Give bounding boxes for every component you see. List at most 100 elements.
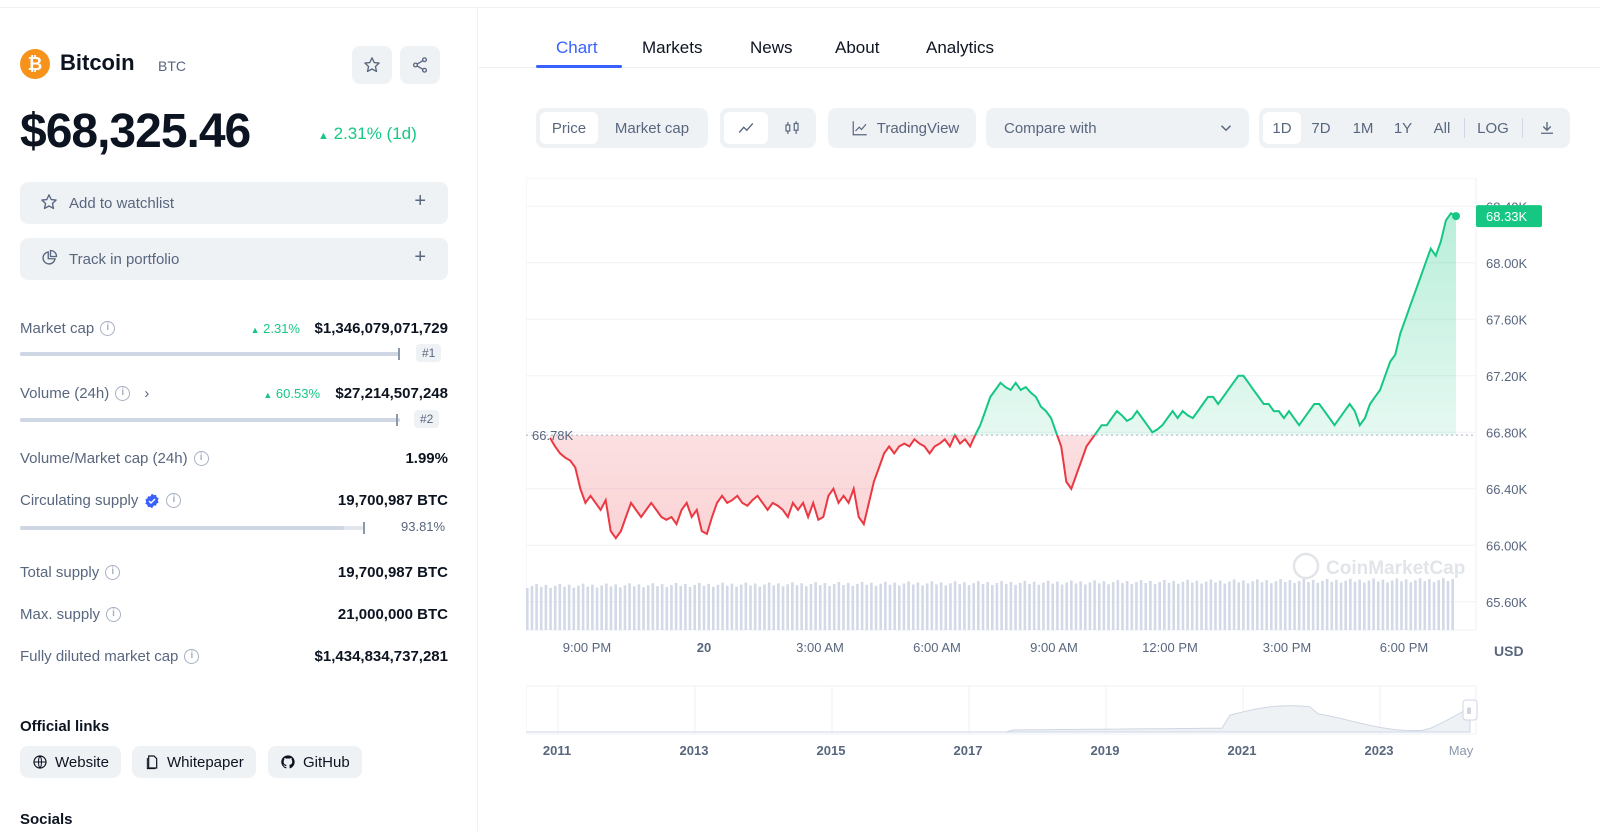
volume-bar xyxy=(605,583,608,630)
track-in-portfolio-button[interactable]: Track in portfolio + xyxy=(20,238,448,280)
volume-bar xyxy=(758,586,762,630)
info-icon[interactable]: i xyxy=(115,386,131,401)
volume-bar xyxy=(1344,580,1347,630)
add-to-watchlist-button[interactable]: Add to watchlist + xyxy=(20,182,448,224)
github-link[interactable]: GitHub xyxy=(268,746,362,778)
volume-bar xyxy=(586,586,590,630)
volume-bar xyxy=(977,581,980,630)
volume-bar xyxy=(1200,583,1203,630)
volume-bar xyxy=(549,587,552,630)
volume-bar xyxy=(1363,582,1366,630)
volume-bar xyxy=(1153,583,1157,630)
info-icon[interactable]: i xyxy=(193,451,209,466)
line-chart-button[interactable] xyxy=(724,112,768,144)
info-icon[interactable]: i xyxy=(105,565,121,580)
volume-bar xyxy=(1093,580,1096,630)
download-button[interactable] xyxy=(1529,112,1565,144)
volume-bar xyxy=(660,584,664,630)
up-triangle-icon: ▲ xyxy=(250,325,260,335)
x-tick-label: 6:00 PM xyxy=(1380,640,1428,655)
volume-bar xyxy=(1325,578,1329,630)
price-chart[interactable]: CoinMarketCap 66.78K 65.60K 66.00K 66.40K 6… xyxy=(525,177,1600,768)
navigator-year-label: 2013 xyxy=(680,743,709,758)
range-1m[interactable]: 1M xyxy=(1352,119,1374,137)
info-icon[interactable]: i xyxy=(100,321,116,336)
range-7d[interactable]: 7D xyxy=(1311,119,1331,137)
current-price-label: 68.33K xyxy=(1486,209,1528,224)
chart-watermark: CoinMarketCap xyxy=(1292,552,1465,580)
chevron-right-icon[interactable]: › xyxy=(144,385,150,402)
price-chart-svg[interactable]: CoinMarketCap 66.78K 65.60K66.00K66.40K6… xyxy=(525,177,1600,768)
range-1y[interactable]: 1Y xyxy=(1393,119,1413,137)
favorite-star-button[interactable] xyxy=(352,46,392,84)
tab-chart[interactable]: Chart xyxy=(556,38,598,57)
navigator-year-label: 2017 xyxy=(954,743,983,758)
log-scale-toggle[interactable]: LOG xyxy=(1477,119,1509,137)
range-all[interactable]: All xyxy=(1433,119,1451,137)
chevron-down-icon xyxy=(1220,125,1232,132)
tab-markets[interactable]: Markets xyxy=(642,38,703,57)
tradingview-button[interactable]: TradingView xyxy=(828,108,976,148)
volume-bar xyxy=(1181,581,1185,630)
volume-bar xyxy=(530,585,534,630)
volume-bar xyxy=(874,585,878,630)
circulating-supply-fill xyxy=(20,526,344,530)
website-link[interactable]: Website xyxy=(20,746,121,778)
stat-label: Fully diluted market cap xyxy=(20,648,179,665)
volume-bar xyxy=(1372,578,1375,630)
range-divider xyxy=(1522,118,1523,138)
range-navigator[interactable]: ll 2011 2013 2015 2017 2019 2021 2023 May xyxy=(525,685,1478,758)
volume-bar xyxy=(898,585,901,630)
volume-bar xyxy=(1014,584,1017,630)
compare-with-label: Compare with xyxy=(1004,119,1097,137)
tab-news[interactable]: News xyxy=(750,38,793,57)
x-tick-label: 20 xyxy=(697,640,711,655)
volume-bar xyxy=(823,583,827,630)
chart-panel: Chart Markets News About Analytics Price… xyxy=(478,8,1600,831)
volume-bar xyxy=(1223,583,1227,630)
document-icon xyxy=(146,755,158,770)
stat-value: $1,346,079,071,729 xyxy=(314,320,448,337)
range-1d[interactable]: 1D xyxy=(1263,112,1301,144)
volume-bar xyxy=(1084,584,1087,630)
info-icon[interactable]: i xyxy=(106,607,122,622)
volume-bar xyxy=(944,585,948,630)
stat-value: $27,214,507,248 xyxy=(335,385,448,402)
navigator-handle[interactable] xyxy=(1462,699,1478,721)
volume-bar xyxy=(1283,582,1287,630)
volume-bar xyxy=(553,585,557,630)
volume-bar xyxy=(1256,579,1259,630)
volume-bar xyxy=(888,584,892,630)
volume-bar xyxy=(577,585,580,630)
market-cap-toggle[interactable]: Market cap xyxy=(614,119,690,137)
tab-analytics[interactable]: Analytics xyxy=(926,38,995,57)
volume-bar xyxy=(809,584,813,630)
volume-bar xyxy=(1149,580,1152,630)
info-icon[interactable]: i xyxy=(166,493,182,508)
market-cap-rank-bar xyxy=(20,348,400,360)
star-icon xyxy=(364,57,380,73)
volume-bar xyxy=(674,583,678,630)
volume-bar xyxy=(832,584,836,630)
info-icon[interactable]: i xyxy=(184,649,200,664)
share-button[interactable] xyxy=(400,46,440,84)
up-triangle-icon: ▲ xyxy=(263,390,273,400)
whitepaper-link[interactable]: Whitepaper xyxy=(132,746,256,778)
compare-with-dropdown[interactable]: Compare with xyxy=(986,108,1249,148)
tab-about[interactable]: About xyxy=(835,38,880,57)
y-tick-label: 65.60K xyxy=(1486,595,1528,610)
candlestick-chart-button[interactable] xyxy=(772,112,812,144)
volume-bars xyxy=(526,578,1454,630)
price-toggle[interactable]: Price xyxy=(540,112,598,144)
volume-bar xyxy=(698,582,701,630)
volume-bar xyxy=(725,585,729,630)
volume-bar xyxy=(744,582,748,630)
price-area-below xyxy=(550,435,1095,539)
volume-bar xyxy=(749,585,752,630)
top-divider xyxy=(0,7,1600,8)
volume-bar xyxy=(870,582,873,630)
volume-bar xyxy=(777,583,780,630)
circulating-supply-bar xyxy=(20,522,365,534)
x-tick-label: 9:00 AM xyxy=(1030,640,1078,655)
verified-badge-icon xyxy=(145,493,159,508)
